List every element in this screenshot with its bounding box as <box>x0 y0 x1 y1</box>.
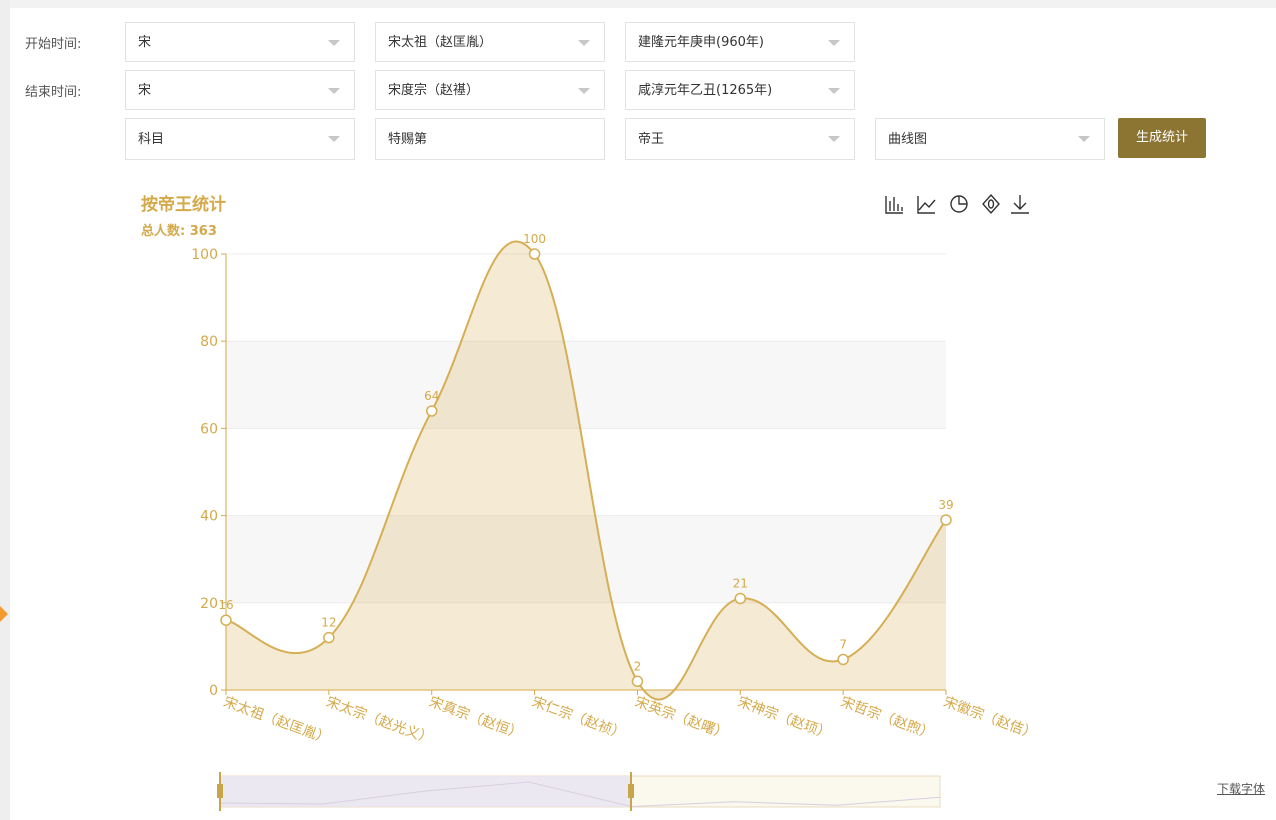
area <box>226 241 946 700</box>
split-area <box>226 515 946 603</box>
data-label: 12 <box>321 616 336 630</box>
x-tick-label: 宋仁宗（赵祯） <box>530 694 628 743</box>
save-icon[interactable] <box>1011 195 1029 214</box>
toolbox <box>885 193 1029 215</box>
select[interactable]: 宋 <box>125 70 355 110</box>
download-font-link[interactable]: 下载字体 <box>1217 782 1266 796</box>
y-tick-label: 0 <box>209 683 218 699</box>
point <box>734 592 747 605</box>
select[interactable]: 咸淳元年乙丑(1265年) <box>625 70 855 110</box>
y-tick-label: 60 <box>200 421 218 437</box>
x-tick-label: 宋徽宗（赵佶） <box>941 694 1039 743</box>
line-icon[interactable] <box>917 196 936 214</box>
data-label: 64 <box>424 389 439 403</box>
text-input[interactable]: 特赐第 <box>375 118 605 160</box>
generate-button[interactable]: 生成统计 <box>1118 118 1206 158</box>
row-label: 开始时间: <box>25 37 82 52</box>
chart-title: 按帝王统计 <box>141 194 226 215</box>
side-edge <box>0 0 10 820</box>
y-tick-label: 80 <box>200 334 218 350</box>
y-tick-label: 100 <box>191 247 218 263</box>
x-tick-label: 宋真宗（赵恒） <box>427 694 525 743</box>
point <box>528 248 541 260</box>
x-tick-label: 宋哲宗（赵煦） <box>838 694 936 743</box>
data-label: 100 <box>523 232 546 246</box>
data-label: 21 <box>733 576 748 590</box>
zoom-handle[interactable] <box>217 784 223 798</box>
select[interactable]: 曲线图 <box>875 118 1105 160</box>
select[interactable]: 宋度宗（赵禥） <box>375 70 605 110</box>
y-tick-label: 20 <box>200 596 218 612</box>
point <box>425 405 438 417</box>
point <box>940 514 952 526</box>
x-tick-label: 宋神宗（赵顼） <box>735 694 833 743</box>
select[interactable]: 建隆元年庚申(960年) <box>625 22 855 62</box>
x-tick-label: 宋太宗（赵光义） <box>324 694 435 747</box>
y-tick-label: 40 <box>200 509 218 525</box>
zoom-shadow <box>219 781 941 808</box>
line <box>225 240 947 701</box>
data-label: 16 <box>218 598 233 612</box>
select[interactable]: 宋太祖（赵匡胤） <box>375 22 605 62</box>
x-tick-label: 宋太祖（赵匡胤） <box>221 694 332 747</box>
chart-subtitle: 总人数: 363 <box>141 223 217 239</box>
point <box>631 675 644 688</box>
data-label: 39 <box>938 498 953 512</box>
split-area <box>226 341 946 429</box>
restore-icon[interactable] <box>982 193 1000 215</box>
point <box>220 614 232 626</box>
select[interactable]: 帝王 <box>625 118 855 160</box>
select[interactable]: 科目 <box>125 118 355 160</box>
bar-icon[interactable] <box>885 196 903 214</box>
select[interactable]: 宋 <box>125 22 355 62</box>
zoom-handle[interactable] <box>628 784 634 798</box>
x-tick-label: 宋英宗（赵曙） <box>633 693 731 742</box>
point <box>837 653 849 666</box>
point <box>323 631 335 644</box>
row-label: 结束时间: <box>25 85 82 100</box>
data-label: 2 <box>634 659 642 673</box>
top-edge <box>0 0 1276 8</box>
arrow <box>0 606 8 622</box>
pie-icon[interactable] <box>950 195 968 213</box>
data-label: 7 <box>839 637 847 651</box>
